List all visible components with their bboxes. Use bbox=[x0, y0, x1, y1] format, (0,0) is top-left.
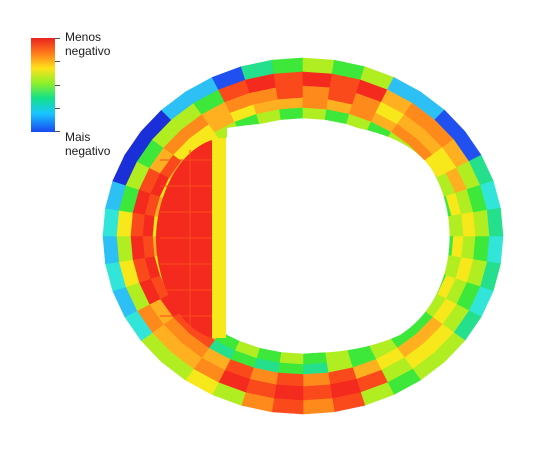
heatmap-cell bbox=[271, 397, 304, 415]
heatmap-cell bbox=[302, 371, 331, 387]
heatmap-cell bbox=[275, 85, 304, 101]
legend-tick bbox=[55, 38, 60, 39]
heatmap-cell bbox=[279, 352, 304, 365]
heatmap-cell bbox=[302, 107, 327, 120]
heatmap-cell bbox=[302, 397, 335, 415]
heatmap-cell bbox=[273, 71, 304, 89]
heatmap-cell bbox=[472, 235, 490, 263]
heatmap-cell bbox=[486, 207, 504, 237]
left-block bbox=[156, 140, 212, 338]
divider-strip bbox=[212, 138, 226, 338]
heatmap-cell bbox=[460, 235, 476, 260]
heatmap-cell bbox=[302, 352, 327, 365]
heatmap-cell bbox=[486, 235, 504, 265]
heatmap-cell bbox=[102, 207, 120, 237]
legend-colorbar bbox=[31, 38, 55, 132]
heatmap-cell bbox=[472, 209, 490, 237]
heatmap-cell bbox=[130, 212, 146, 237]
heatmap-cell bbox=[302, 85, 331, 101]
ring-interior bbox=[227, 122, 450, 353]
legend-bottom-label: Mais negativo bbox=[65, 130, 111, 158]
legend-tick bbox=[55, 108, 60, 109]
heatmap-cell bbox=[302, 97, 329, 110]
legend-top-label: Menos negativo bbox=[65, 30, 111, 58]
heatmap-cell bbox=[302, 57, 335, 75]
heatmap-cell bbox=[130, 235, 146, 260]
heatmap-cell bbox=[279, 107, 304, 120]
heatmap-cell bbox=[302, 71, 333, 89]
heatmap-cell bbox=[102, 235, 120, 265]
heatmap-cell bbox=[116, 209, 134, 237]
heatmap-cell bbox=[275, 371, 304, 387]
heatmap-cell bbox=[460, 212, 476, 237]
heatmap-cells bbox=[102, 57, 504, 415]
heatmap-cell bbox=[277, 362, 304, 375]
heatmap-cell bbox=[302, 383, 333, 401]
legend-tick bbox=[55, 85, 60, 86]
heatmap-cell bbox=[116, 235, 134, 263]
heatmap-cell bbox=[271, 57, 304, 75]
heatmap-cell bbox=[277, 97, 304, 110]
heatmap-overlay bbox=[156, 122, 450, 353]
heatmap-cell bbox=[273, 383, 304, 401]
legend-tick bbox=[55, 61, 60, 62]
heatmap-cell bbox=[302, 362, 329, 375]
legend-tick bbox=[55, 131, 60, 132]
